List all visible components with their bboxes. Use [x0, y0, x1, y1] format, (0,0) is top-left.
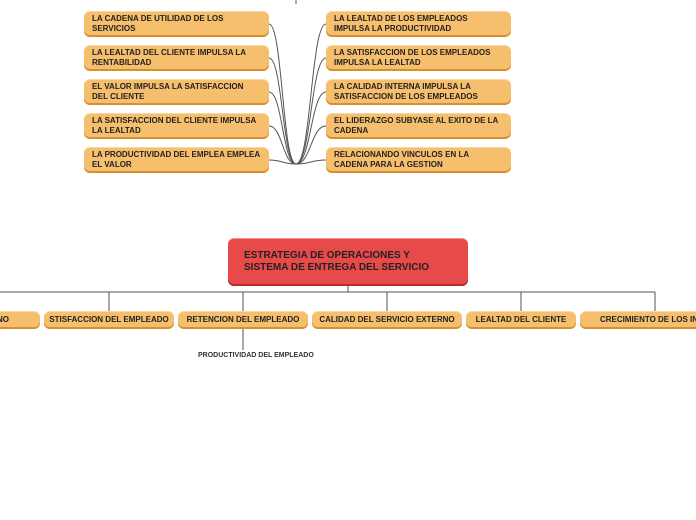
diagram-node: STISFACCION DEL EMPLEADO [44, 311, 174, 329]
diagram-node: LA CADENA DE UTILIDAD DE LOS SERVICIOS [84, 11, 269, 37]
diagram-node: TERNO [0, 311, 40, 329]
diagram-node: LA PRODUCTIVIDAD DEL EMPLEA EMPLEA EL VA… [84, 147, 269, 173]
diagram-node: LA SATISFACCION DE LOS EMPLEADOS IMPULSA… [326, 45, 511, 71]
diagram-node: LA CALIDAD INTERNA IMPULSA LA SATISFACCI… [326, 79, 511, 105]
diagram-node: CALIDAD DEL SERVICIO EXTERNO [312, 311, 462, 329]
diagram-node: LA LEALTAD DEL CLIENTE IMPULSA LA RENTAB… [84, 45, 269, 71]
diagram-node: EL LIDERAZGO SUBYASE AL EXITO DE LA CADE… [326, 113, 511, 139]
diagram-node: RELACIONANDO VINCULOS EN LA CADENA PARA … [326, 147, 511, 173]
diagram-node: RETENCION DEL EMPLEADO [178, 311, 308, 329]
diagram-node: LA SATISFACCION DEL CLIENTE IMPULSA LA L… [84, 113, 269, 139]
diagram-node: CRECIMIENTO DE LOS INGR [580, 311, 696, 329]
diagram-sub-label: PRODUCTIVIDAD DEL EMPLEADO [198, 352, 314, 359]
diagram-node: LA LEALTAD DE LOS EMPLEADOS IMPULSA LA P… [326, 11, 511, 37]
diagram-node: ESTRATEGIA DE OPERACIONES Y SISTEMA DE E… [228, 238, 468, 286]
diagram-node: LEALTAD DEL CLIENTE [466, 311, 576, 329]
diagram-node: EL VALOR IMPULSA LA SATISFACCION DEL CLI… [84, 79, 269, 105]
